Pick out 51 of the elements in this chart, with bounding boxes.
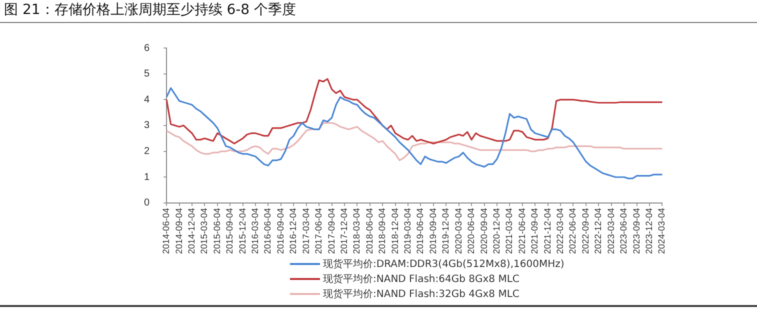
legend-label: 现货平均价:NAND Flash:64Gb 8Gx8 MLC — [323, 272, 520, 286]
y-tick-label: 5 — [144, 68, 150, 80]
x-tick-label: 2023-03-04 — [606, 208, 616, 254]
y-tick-label: 1 — [144, 172, 150, 183]
y-tick-label: 0 — [144, 198, 150, 209]
x-tick-label: 2023-09-04 — [631, 208, 642, 254]
x-tick-label: 2016-12-04 — [288, 208, 298, 254]
x-tick-label: 2017-06-04 — [314, 208, 324, 254]
x-tick-label: 2017-12-04 — [338, 208, 349, 254]
x-tick-label: 2023-12-04 — [644, 208, 654, 254]
x-tick-label: 2017-09-04 — [326, 208, 336, 254]
x-tick-label: 2020-03-04 — [453, 208, 464, 254]
x-tick-label: 2019-09-04 — [428, 208, 438, 254]
x-tick-label: 2021-09-04 — [530, 208, 540, 254]
y-tick-label: 6 — [144, 42, 150, 54]
legend-label: 现货平均价:NAND Flash:32Gb 4Gx8 MLC — [323, 288, 520, 300]
x-tick-label: 2022-06-04 — [568, 208, 578, 254]
y-tick-label: 2 — [144, 146, 150, 158]
x-tick-label: 2014-09-04 — [174, 208, 184, 254]
x-tick-label: 2018-12-04 — [390, 208, 400, 254]
x-tick-label: 2022-12-04 — [593, 208, 604, 254]
x-tick-label: 2019-03-04 — [402, 208, 413, 254]
x-tick-label: 2019-06-04 — [415, 208, 426, 254]
x-tick-label: 2014-12-04 — [186, 208, 196, 254]
x-tick-label: 2015-09-04 — [224, 208, 235, 254]
x-tick-label: 2017-03-04 — [300, 208, 311, 254]
x-tick-label: 2019-12-04 — [440, 208, 451, 254]
x-tick-label: 2020-12-04 — [491, 208, 502, 254]
x-tick-label: 2018-03-04 — [352, 208, 362, 254]
x-tick-label: 2018-06-04 — [364, 208, 374, 254]
x-tick-label: 2018-09-04 — [377, 208, 388, 254]
x-tick-label: 2021-12-04 — [542, 208, 552, 254]
x-tick-label: 2021-06-04 — [516, 208, 527, 254]
x-tick-label: 2016-09-04 — [275, 208, 286, 254]
y-tick-label: 4 — [144, 94, 150, 106]
x-tick-label: 2022-09-04 — [580, 208, 590, 254]
x-tick-label: 2024-03-04 — [656, 208, 667, 254]
x-tick-label: 2016-06-04 — [262, 208, 273, 254]
x-tick-label: 2015-03-04 — [199, 208, 210, 254]
y-tick-label: 3 — [144, 120, 150, 132]
x-tick-label: 2015-06-04 — [212, 208, 222, 254]
x-tick-label: 2020-06-04 — [466, 208, 476, 254]
x-tick-label: 2021-03-04 — [504, 208, 514, 254]
chart-title: 图 21：存储价格上涨周期至少持续 6-8 个季度 — [4, 1, 296, 19]
x-tick-label: 2020-09-04 — [478, 208, 489, 254]
x-tick-label: 2015-12-04 — [237, 208, 248, 254]
legend-label: 现货平均价:DRAM:DDR3(4Gb(512Mx8),1600MHz) — [323, 258, 564, 270]
x-tick-label: 2016-03-04 — [250, 208, 260, 254]
x-tick-label: 2014-06-04 — [161, 208, 172, 254]
x-tick-label: 2022-03-04 — [555, 208, 566, 254]
x-tick-label: 2023-06-04 — [618, 208, 629, 254]
